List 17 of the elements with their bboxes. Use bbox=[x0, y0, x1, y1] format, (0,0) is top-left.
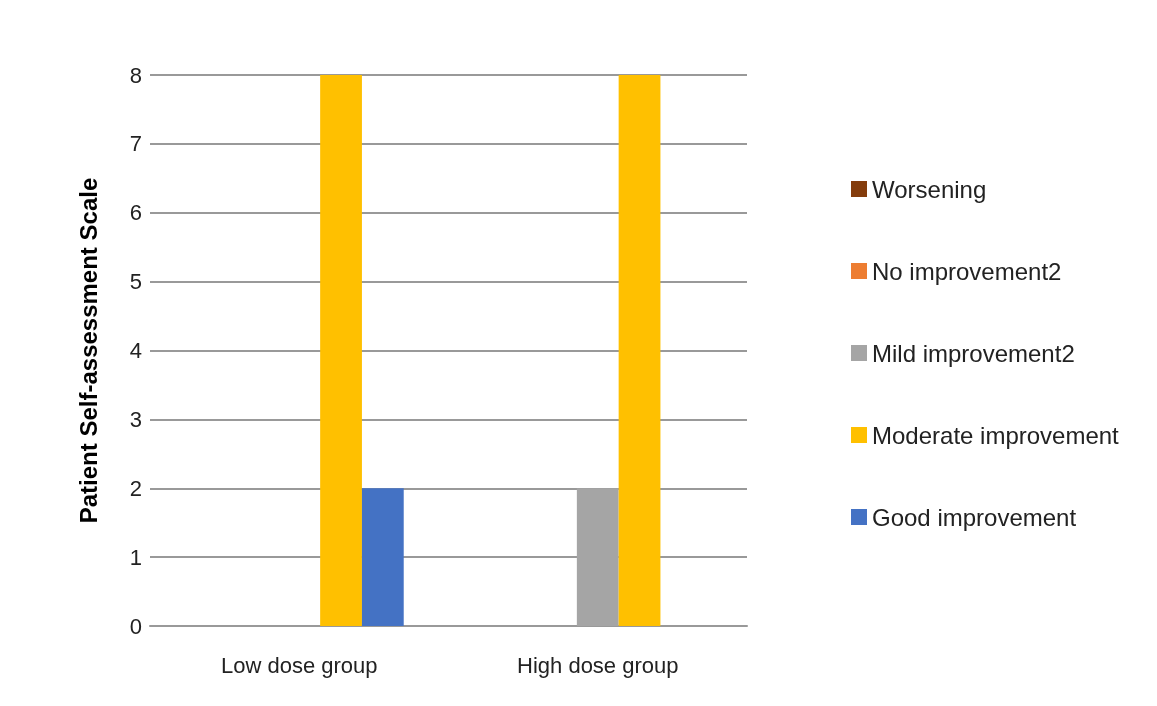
y-tick-label: 8 bbox=[129, 62, 142, 88]
x-tick-label: High dose group bbox=[517, 652, 679, 678]
y-tick-label: 2 bbox=[129, 475, 142, 501]
y-tick-label: 6 bbox=[129, 200, 142, 226]
y-tick-label: 0 bbox=[129, 613, 142, 639]
x-tick-label: Low dose group bbox=[220, 652, 378, 678]
legend-label: Good improvement bbox=[872, 503, 1077, 531]
legend-label: Moderate improvement bbox=[872, 421, 1120, 449]
legend-label: Worsening bbox=[872, 175, 987, 203]
legend-label: No improvement2 bbox=[872, 257, 1062, 285]
y-tick-label: 1 bbox=[129, 544, 142, 570]
y-tick-label: 7 bbox=[129, 131, 142, 157]
y-axis-title: Patient Self-assessment Scale bbox=[74, 177, 102, 524]
y-tick-label: 4 bbox=[129, 338, 142, 363]
y-tick-label: 3 bbox=[129, 406, 142, 432]
legend-label: Mild improvement2 bbox=[872, 339, 1075, 367]
y-tick-label: 5 bbox=[129, 269, 142, 295]
